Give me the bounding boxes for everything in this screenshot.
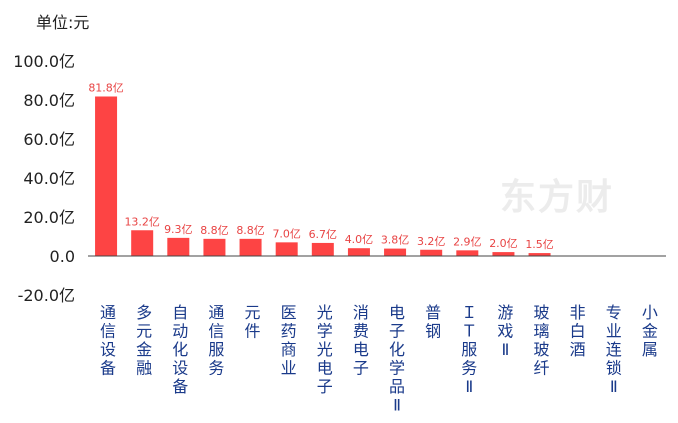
data-label: 3.2亿: [417, 235, 446, 248]
data-label: 1.5亿: [525, 238, 554, 251]
data-label: 3.8亿: [381, 234, 410, 247]
x-axis: 通信设备 多元金融 自动化设备 通信服务 元件 医药商业 光学光电子 消费电子 电子化学品 Ⅱ 普钢…: [88, 255, 666, 415]
bar: [347, 248, 370, 256]
y-axis: 100.0亿 80.0亿 60.0亿 40.0亿 20.0亿 0.0 -20.0亿: [13, 52, 75, 305]
y-tick-label: 60.0亿: [23, 130, 75, 149]
x-tick-label: 多元金融: [136, 303, 152, 378]
x-tick-label: 元件: [245, 303, 261, 341]
watermark: 东方财: [500, 177, 615, 218]
x-tick-label: 通信设备: [100, 303, 116, 378]
bar: [167, 237, 190, 256]
data-label: 81.8亿: [88, 81, 124, 94]
y-tick-label: -20.0亿: [18, 286, 75, 305]
bar: [528, 253, 551, 256]
bar: [311, 242, 334, 256]
x-tick-label: 小金属: [642, 303, 658, 359]
data-labels-group: 81.8亿 13.2亿 9.3亿 8.8亿 8.8亿 7.0亿 6.7亿 4.0亿 3.8亿 3.…: [88, 81, 554, 251]
y-tick-label: 40.0亿: [23, 169, 75, 188]
x-tick-label: 游戏 Ⅱ: [497, 303, 513, 359]
data-label: 8.8亿: [236, 224, 265, 237]
data-label: 8.8亿: [200, 224, 229, 237]
x-tick-label: 医药商业: [281, 303, 297, 378]
data-label: 2.9亿: [453, 235, 482, 248]
x-tick-label: 普钢: [425, 303, 441, 341]
x-tick-label: ＩＴ服务 Ⅱ: [461, 303, 477, 396]
bars-group: [95, 96, 551, 257]
bar: [492, 252, 515, 256]
data-label: 7.0亿: [272, 227, 301, 240]
data-label: 6.7亿: [309, 228, 338, 241]
bar: [456, 250, 479, 256]
x-tick-label: 玻璃玻纤: [534, 303, 550, 378]
y-tick-label: 0.0: [50, 247, 75, 266]
x-tick-label: 专业连锁 Ⅱ: [606, 303, 622, 396]
bar: [203, 238, 226, 256]
data-label: 13.2亿: [124, 215, 160, 228]
bar: [420, 249, 443, 256]
x-tick-label: 电子化学品 Ⅱ: [389, 303, 405, 415]
bar: [239, 238, 262, 256]
bar: [131, 230, 154, 256]
y-tick-label: 100.0亿: [13, 52, 75, 71]
data-label: 4.0亿: [345, 233, 374, 246]
x-tick-label: 消费电子: [353, 303, 369, 378]
y-tick-label: 80.0亿: [23, 91, 75, 110]
bar: [384, 248, 407, 256]
x-tick-label: 通信服务: [208, 303, 224, 378]
x-tick-label: 自动化设备: [172, 303, 188, 396]
data-label: 2.0亿: [489, 237, 518, 250]
x-tick-label: 光学光电子: [317, 303, 333, 396]
bar: [275, 242, 298, 256]
unit-label: 单位:元: [36, 13, 90, 32]
data-label: 9.3亿: [164, 223, 193, 236]
y-tick-label: 20.0亿: [23, 208, 75, 227]
x-tick-label: 非白酒: [570, 303, 586, 359]
bar: [95, 96, 118, 257]
